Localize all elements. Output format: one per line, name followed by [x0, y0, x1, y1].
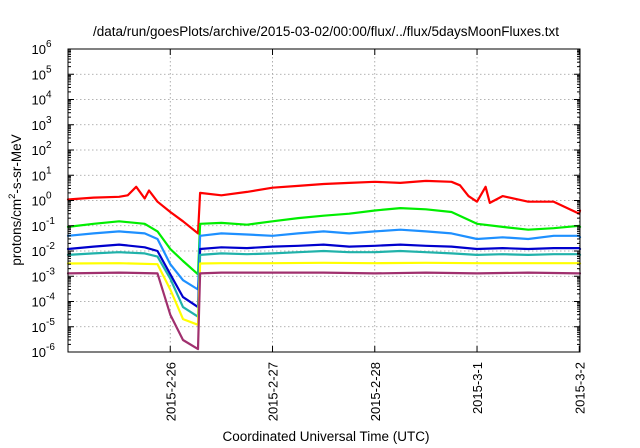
y-tick-label: 105	[32, 64, 52, 82]
y-tick-label: 10-2	[32, 241, 56, 259]
y-tick-label: 10-4	[32, 292, 56, 310]
y-tick-exponent: 2	[46, 140, 52, 151]
y-tick-exponent: -6	[46, 342, 55, 353]
axis-ticks	[68, 48, 580, 353]
x-axis-label: Coordinated Universal Time (UTC)	[222, 429, 429, 444]
y-tick-exponent: -2	[46, 241, 55, 252]
y-tick-exponent: 4	[46, 90, 52, 101]
y-axis-label-suffix: -s-sr-MeV	[9, 134, 24, 193]
y-axis-label: protons/cm2-s-sr-MeV	[7, 134, 24, 265]
y-axis-label-superscript: 2	[7, 194, 18, 199]
y-tick-exponent: -3	[46, 266, 55, 277]
x-tick-label: 2015-2-27	[266, 362, 281, 421]
y-tick-exponent: 1	[46, 165, 52, 176]
y-tick-label: 10-5	[32, 317, 56, 335]
y-tick-exponent: 0	[46, 191, 52, 202]
y-tick-label: 10-3	[32, 266, 56, 284]
y-tick-exponent: 3	[46, 115, 52, 126]
series-line-2	[66, 207, 582, 276]
y-tick-label: 102	[32, 140, 52, 158]
y-axis-label-text: protons/cm	[9, 199, 24, 266]
y-tick-exponent: 5	[46, 64, 52, 75]
x-tick-label: 2015-3-1	[470, 362, 485, 414]
series-line-4	[66, 243, 582, 309]
x-tick-label: 2015-3-2	[572, 362, 587, 414]
y-tick-exponent: -1	[46, 216, 55, 227]
y-tick-label: 100	[32, 191, 52, 209]
y-tick-label: 101	[32, 165, 52, 183]
series-line-5	[66, 249, 582, 318]
gridlines	[68, 49, 580, 352]
y-tick-labels: 10-610-510-410-310-210-11001011021031041…	[32, 39, 56, 360]
x-tick-label: 2015-2-26	[163, 362, 178, 421]
y-tick-label: 103	[32, 115, 52, 133]
y-tick-exponent: -5	[46, 317, 55, 328]
series-line-1	[66, 179, 582, 235]
y-tick-label: 10-1	[32, 216, 56, 234]
series-line-6	[66, 261, 582, 326]
series-lines	[66, 179, 582, 351]
y-tick-exponent: 6	[46, 39, 52, 50]
y-tick-label: 106	[32, 39, 52, 57]
y-tick-label: 104	[32, 90, 52, 108]
series-line-7	[66, 271, 582, 351]
x-tick-label: 2015-2-28	[368, 362, 383, 421]
series-line-3	[66, 228, 582, 291]
y-tick-label: 10-6	[32, 342, 56, 360]
y-tick-exponent: -4	[46, 292, 55, 303]
chart-title: /data/run/goesPlots/archive/2015-03-02/0…	[93, 24, 559, 39]
x-tick-labels: 2015-2-26 2015-2-27 2015-2-28 2015-3-1 2015-…	[163, 362, 587, 421]
